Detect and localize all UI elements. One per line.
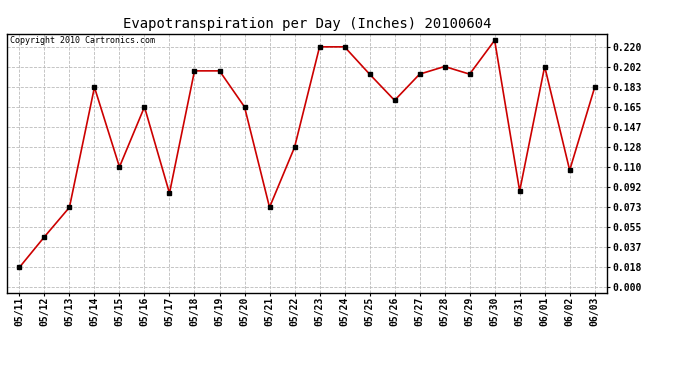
- Title: Evapotranspiration per Day (Inches) 20100604: Evapotranspiration per Day (Inches) 2010…: [123, 17, 491, 31]
- Text: Copyright 2010 Cartronics.com: Copyright 2010 Cartronics.com: [10, 36, 155, 45]
